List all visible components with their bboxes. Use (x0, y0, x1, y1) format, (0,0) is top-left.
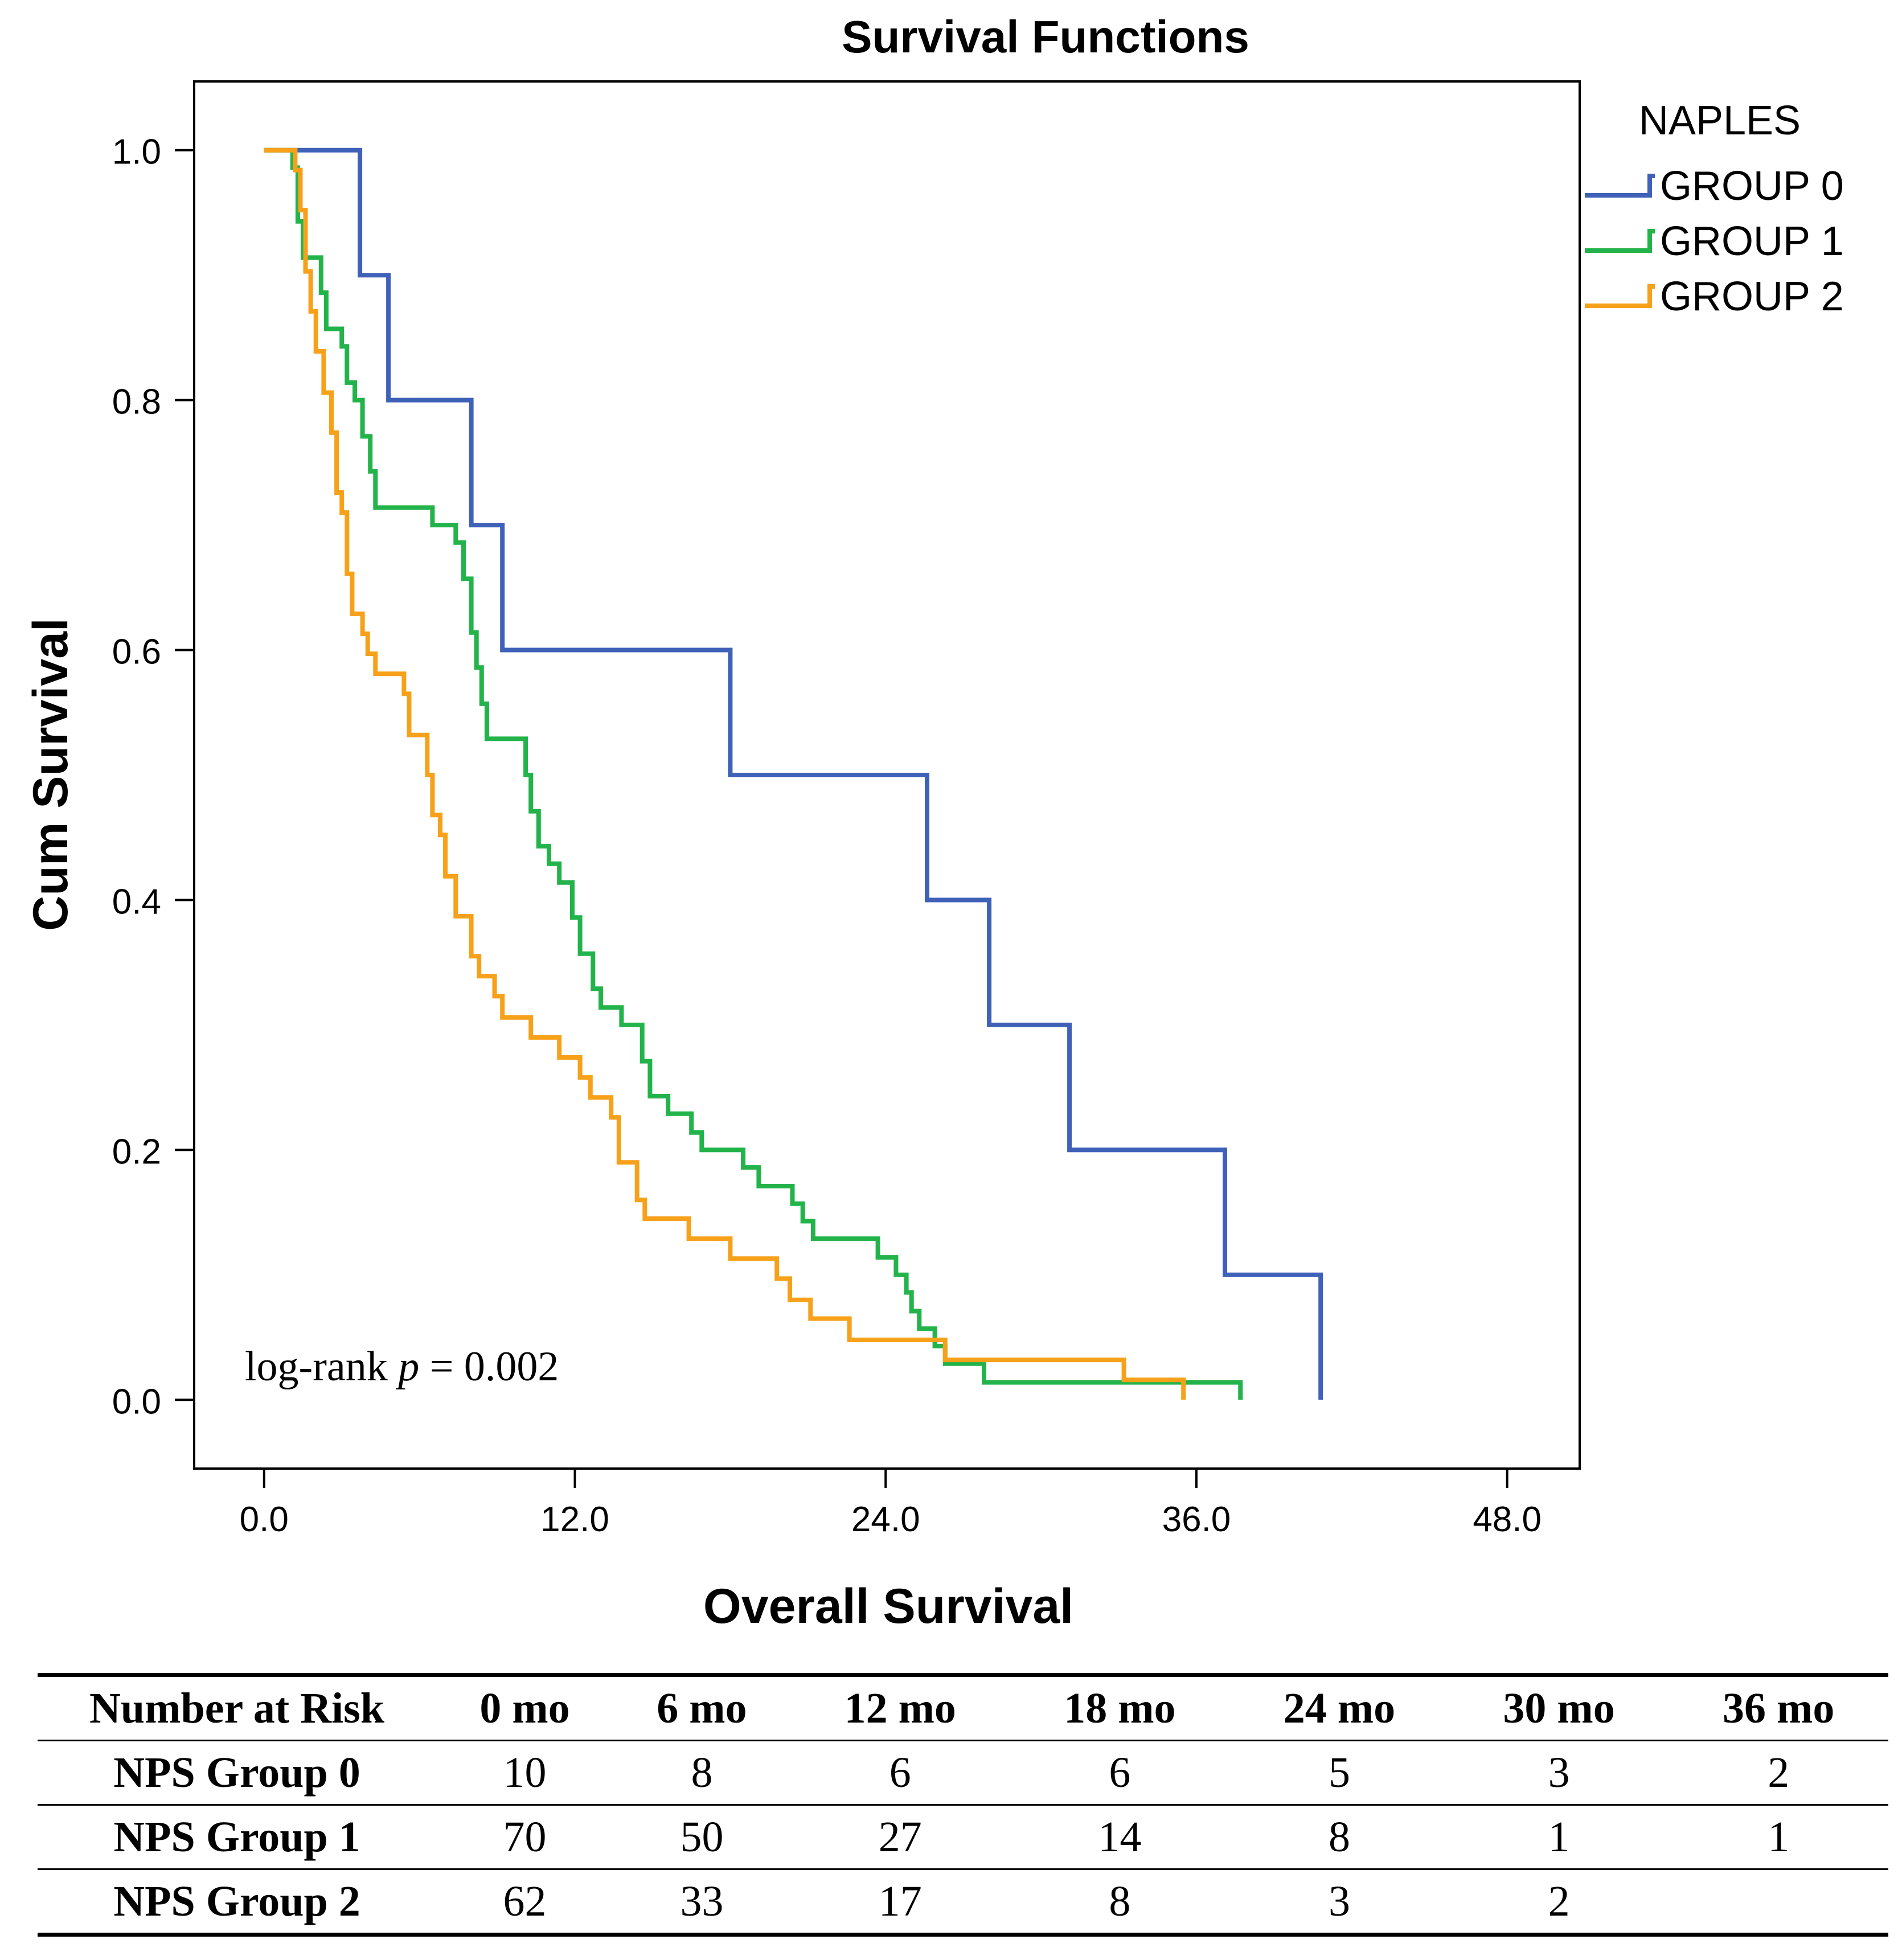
risk-table-column-header: 30 mo (1503, 1684, 1615, 1732)
risk-cell: 5 (1328, 1748, 1350, 1797)
risk-cell: 3 (1548, 1748, 1570, 1797)
y-tick-label: 0.2 (112, 1132, 161, 1171)
y-axis-label: Cum Survival (23, 618, 78, 931)
risk-row-label: NPS Group 2 (113, 1877, 360, 1925)
legend-swatch-group-1 (1585, 229, 1655, 253)
risk-cell: 50 (680, 1813, 724, 1861)
risk-table-column-header: 36 mo (1723, 1684, 1835, 1732)
risk-table-column-header: 24 mo (1283, 1684, 1396, 1732)
x-tick-label: 0.0 (240, 1500, 289, 1539)
risk-cell: 27 (878, 1813, 922, 1861)
risk-cell: 33 (680, 1877, 724, 1925)
chart-title: Survival Functions (842, 11, 1249, 62)
legend-label-group-1: GROUP 1 (1660, 219, 1844, 264)
y-tick-label: 0.6 (112, 633, 161, 672)
legend-title: NAPLES (1639, 98, 1801, 143)
legend-label-group-0: GROUP 0 (1660, 163, 1844, 209)
risk-cell: 8 (1328, 1813, 1350, 1861)
series-line-group-1 (264, 147, 1243, 1400)
risk-cell: 14 (1098, 1813, 1142, 1861)
risk-table-column-header: 0 mo (479, 1684, 570, 1732)
number-at-risk-table: Number at Risk 0 mo 6 mo 12 mo 18 mo 24 mo 30 … (38, 1673, 1888, 1937)
risk-cell: 6 (1109, 1748, 1131, 1797)
risk-cell: 8 (691, 1748, 713, 1797)
plot-frame (193, 80, 1581, 1470)
log-rank-p: p (395, 1343, 419, 1390)
risk-cell: 1 (1768, 1813, 1790, 1861)
log-rank-value: = 0.002 (419, 1343, 559, 1390)
risk-cell: 10 (503, 1748, 547, 1797)
x-tick-label: 36.0 (1162, 1500, 1231, 1539)
log-rank-prefix: log-rank (245, 1343, 398, 1390)
y-axis: 0.0 0.2 0.4 0.6 0.8 1.0 (112, 133, 194, 1421)
y-tick-label: 0.0 (112, 1382, 161, 1421)
legend-swatch-group-0 (1585, 174, 1655, 198)
table-row: NPS Group 0 10 8 6 6 5 3 2 (38, 1741, 1888, 1805)
risk-table-title: Number at Risk (89, 1684, 384, 1732)
risk-cell: 3 (1328, 1877, 1350, 1925)
y-tick-label: 0.8 (112, 383, 161, 422)
risk-cell: 62 (503, 1877, 547, 1925)
risk-cell: 2 (1548, 1877, 1570, 1925)
risk-cell: 70 (503, 1813, 547, 1861)
risk-cell: 1 (1548, 1813, 1570, 1861)
risk-cell: 6 (889, 1748, 911, 1797)
risk-cell: 8 (1109, 1877, 1131, 1925)
survival-chart: Survival Functions 0.0 0.2 0.4 0.6 0.8 1.0 0.… (23, 11, 1844, 1634)
risk-table-column-header: 12 mo (844, 1684, 956, 1732)
log-rank-annotation: log-rank p = 0.002 (245, 1343, 559, 1390)
x-axis: 0.0 12.0 24.0 36.0 48.0 (240, 1469, 1542, 1539)
risk-cell: 2 (1768, 1748, 1790, 1797)
risk-cell: 17 (878, 1877, 922, 1925)
series-line-group-2 (264, 147, 1186, 1400)
risk-table-header: Number at Risk 0 mo 6 mo 12 mo 18 mo 24 mo 30 … (38, 1675, 1888, 1741)
y-tick-label: 0.4 (112, 882, 161, 921)
series-layer (264, 147, 1323, 1400)
legend-label-group-2: GROUP 2 (1660, 274, 1844, 319)
x-axis-label: Overall Survival (703, 1579, 1073, 1634)
table-row: NPS Group 1 70 50 27 14 8 1 1 (38, 1805, 1888, 1869)
series-line-group-0 (264, 147, 1323, 1400)
risk-row-label: NPS Group 1 (113, 1813, 360, 1861)
x-tick-label: 12.0 (540, 1500, 609, 1539)
risk-cell (1669, 1869, 1888, 1935)
risk-table-column-header: 18 mo (1064, 1684, 1176, 1732)
table-row: NPS Group 2 62 33 17 8 3 2 (38, 1869, 1888, 1935)
legend-swatch-group-2 (1585, 284, 1655, 308)
risk-row-label: NPS Group 0 (113, 1748, 360, 1797)
y-tick-label: 1.0 (112, 133, 161, 172)
risk-table-column-header: 6 mo (657, 1684, 747, 1732)
x-tick-label: 24.0 (851, 1500, 920, 1539)
legend: NAPLES GROUP 0 GROUP 1 GROUP 2 (1585, 98, 1844, 319)
x-tick-label: 48.0 (1473, 1500, 1542, 1539)
